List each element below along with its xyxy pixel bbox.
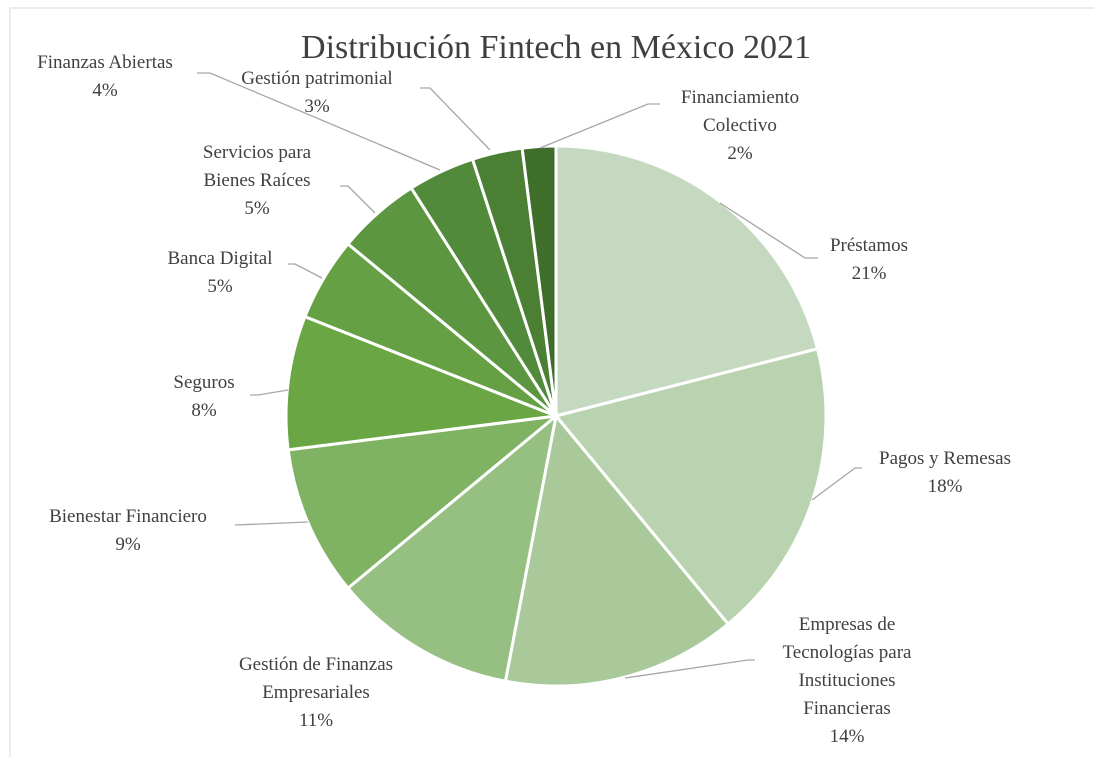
data-label: Finanzas Abiertas <box>37 52 173 73</box>
value-label: 3% <box>304 96 330 117</box>
pie-slice <box>520 144 558 417</box>
leader-line <box>539 103 660 149</box>
data-label: Gestión de Finanzas Empresariales <box>239 654 393 703</box>
label-line: Gestión de Finanzas <box>239 654 393 675</box>
value-label: 5% <box>207 276 233 297</box>
pie-slice <box>284 314 557 452</box>
value-label: 18% <box>928 476 963 497</box>
value-label: 5% <box>244 198 270 219</box>
data-label: Servicios para Bienes Raíces <box>203 142 312 191</box>
value-label: 8% <box>191 400 217 421</box>
label-line: Bienestar Financiero <box>49 506 207 527</box>
leader-line <box>234 521 309 526</box>
value-label: 2% <box>727 143 753 164</box>
data-label: Banca Digital <box>168 248 273 269</box>
leader-line <box>624 659 755 679</box>
pie-slice <box>503 412 731 688</box>
label-line: Banca Digital <box>168 248 273 269</box>
label-line: Pagos y Remesas <box>879 448 1011 469</box>
data-label: Préstamos <box>830 235 908 256</box>
value-label: 11% <box>299 710 333 731</box>
label-line: Gestión patrimonial <box>241 68 392 89</box>
value-label: 9% <box>115 534 141 555</box>
pie-slice <box>554 144 820 418</box>
leader-line <box>197 72 441 171</box>
leader-line <box>340 185 376 214</box>
label-line: Finanzas Abiertas <box>37 52 173 73</box>
label-line: Colectivo <box>703 115 777 136</box>
chart-frame <box>9 7 1094 757</box>
value-label: 14% <box>830 726 865 747</box>
label-line: Seguros <box>173 372 234 393</box>
label-line: Financiamiento <box>681 87 799 108</box>
label-line: Servicios para <box>203 142 312 163</box>
value-label: 4% <box>92 80 118 101</box>
data-label: Seguros <box>173 372 234 393</box>
data-label: Pagos y Remesas <box>879 448 1011 469</box>
label-line: Instituciones <box>798 670 895 691</box>
label-line: Préstamos <box>830 235 908 256</box>
chart-title: Distribución Fintech en México 2021 <box>301 29 811 66</box>
label-line: Empresariales <box>262 682 370 703</box>
label-line: Financieras <box>803 698 891 719</box>
data-label: Empresas de Tecnologías para Instituciones… <box>783 614 913 719</box>
label-line: Tecnologías para <box>783 642 913 663</box>
leader-line <box>288 263 323 279</box>
leader-line <box>250 389 289 396</box>
leader-line <box>719 202 818 259</box>
label-line: Empresas de <box>799 614 896 635</box>
pie-slice <box>345 412 559 683</box>
leader-line <box>811 467 862 501</box>
value-label: 21% <box>852 263 887 284</box>
leader-line <box>420 87 491 151</box>
data-label: Bienestar Financiero <box>49 506 207 527</box>
pie-slice <box>286 413 561 591</box>
data-label: Gestión patrimonial <box>241 68 392 89</box>
data-label: Financiamiento Colectivo <box>681 87 799 136</box>
label-line: Bienes Raíces <box>203 170 310 191</box>
